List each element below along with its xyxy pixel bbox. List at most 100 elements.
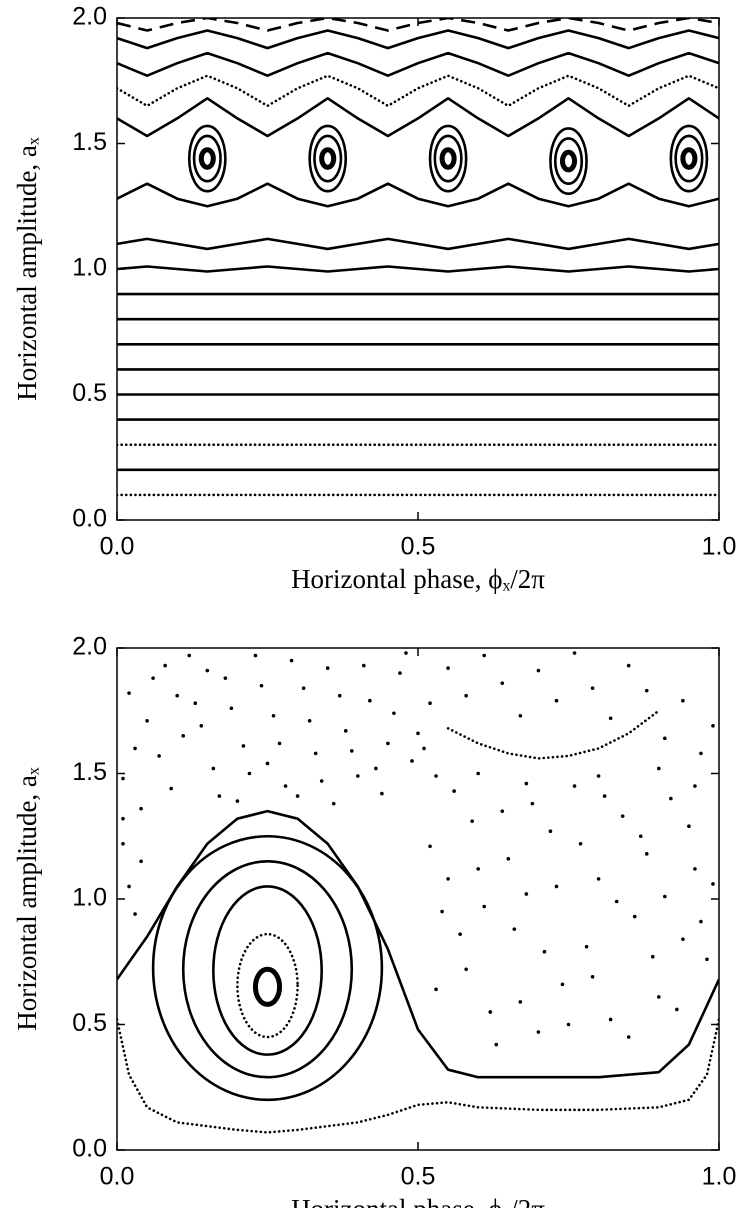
point — [626, 663, 631, 668]
point — [121, 841, 125, 846]
point — [121, 816, 125, 821]
point — [500, 681, 505, 685]
island-loop — [439, 147, 457, 170]
point — [247, 771, 252, 776]
point — [428, 844, 432, 849]
point — [368, 698, 372, 703]
point — [301, 686, 306, 690]
point — [398, 671, 402, 675]
point — [229, 706, 234, 711]
point — [482, 653, 487, 658]
point — [404, 651, 408, 655]
point — [476, 867, 481, 871]
x-tick-label: 1.0 — [702, 1163, 737, 1191]
x-tick-label: 0.5 — [401, 533, 436, 561]
y-tick-label: 1.5 — [72, 128, 107, 156]
point — [530, 801, 535, 806]
point — [524, 892, 529, 896]
plot-frame — [116, 647, 720, 1151]
point — [319, 779, 324, 783]
point — [464, 967, 468, 972]
island-loop — [680, 147, 698, 170]
point — [362, 663, 366, 668]
point — [392, 711, 396, 716]
point — [235, 799, 240, 803]
point — [711, 882, 715, 886]
point — [446, 666, 450, 670]
point — [289, 658, 294, 663]
point — [139, 859, 143, 864]
point — [590, 975, 595, 979]
y-tick-label: 0.0 — [72, 1135, 107, 1163]
x-tick-label: 1.0 — [702, 533, 737, 561]
curve — [117, 237, 719, 251]
x-axis-label: Horizontal phase, ϕₓ/2π — [291, 1194, 545, 1208]
point — [121, 776, 125, 781]
curve — [117, 29, 719, 50]
point — [470, 819, 474, 823]
point — [211, 766, 216, 771]
point — [614, 899, 619, 904]
point — [145, 718, 149, 723]
point — [657, 766, 661, 771]
point — [127, 691, 131, 695]
plot: 0.0 0.5 1.0 0.0 0.5 1.0 1.5 2.0 Horizontal phase… — [12, 3, 736, 595]
point — [638, 834, 643, 839]
x-axis-label: Horizontal phase, ϕₓ/2π — [291, 564, 545, 594]
point — [380, 791, 384, 796]
x-tick-label: 0.0 — [100, 533, 135, 561]
point — [157, 754, 161, 758]
point — [313, 751, 318, 756]
y-tick-label: 1.0 — [72, 884, 107, 912]
point — [542, 949, 547, 954]
point — [524, 781, 529, 786]
point — [663, 736, 667, 741]
island-loop — [674, 134, 704, 183]
point — [669, 796, 673, 801]
island-loop — [198, 147, 216, 170]
point — [169, 786, 173, 791]
island-loop — [669, 124, 709, 193]
point — [650, 954, 655, 959]
point — [253, 653, 258, 658]
point — [259, 683, 264, 688]
point — [343, 729, 348, 733]
point — [283, 784, 288, 788]
point — [271, 713, 276, 718]
point — [331, 801, 336, 806]
curve — [117, 265, 719, 273]
point — [536, 668, 541, 673]
plot-body — [117, 651, 719, 1134]
point — [602, 794, 607, 798]
point — [139, 806, 143, 811]
y-tick-label: 1.0 — [72, 254, 107, 282]
island-loop — [236, 932, 299, 1039]
point — [458, 932, 462, 936]
point — [675, 1007, 679, 1012]
point — [307, 718, 312, 723]
point — [620, 814, 625, 818]
point — [596, 774, 601, 778]
island-loop — [313, 134, 343, 183]
island-loop — [308, 124, 348, 193]
island-loop — [549, 127, 588, 196]
point — [657, 995, 661, 999]
point — [434, 987, 438, 992]
point — [572, 651, 577, 655]
y-tick-label: 1.5 — [72, 758, 107, 786]
point — [681, 698, 685, 703]
point — [434, 774, 438, 778]
island-loop — [151, 834, 384, 1102]
point — [518, 713, 523, 718]
curve — [117, 74, 719, 108]
point — [175, 693, 179, 698]
point — [518, 1000, 523, 1004]
point — [181, 734, 186, 738]
x-tick-label: 0.5 — [401, 1163, 436, 1191]
y-axis-label: Horizontal amplitude, aₓ — [12, 767, 42, 1031]
y-tick-label: 2.0 — [72, 633, 107, 661]
point — [127, 884, 131, 889]
point — [584, 944, 589, 949]
point — [217, 794, 222, 798]
